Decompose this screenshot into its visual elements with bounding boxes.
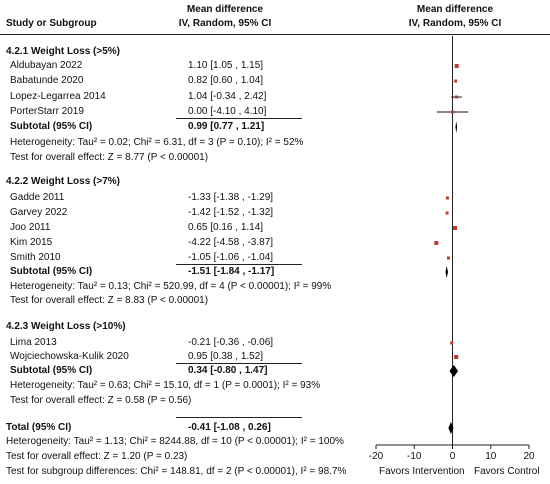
study-ci: 0.65 [0.16 , 1.14]: [188, 222, 264, 233]
study-ci: -4.22 [-4.58 , -3.87]: [188, 237, 274, 248]
x-axis-tick-label: -20: [369, 451, 384, 462]
study-ci: -1.42 [-1.52 , -1.32]: [188, 207, 274, 218]
study-name: Smith 2010: [10, 252, 61, 263]
heterogeneity-text: Heterogeneity: Tau² = 0.13; Chi² = 520.9…: [10, 281, 332, 292]
study-name: Aldubayan 2022: [10, 60, 83, 71]
study-point-marker: [445, 196, 449, 200]
study-ci: 0.95 [0.38 , 1.52]: [188, 351, 264, 362]
study-ci: 1.10 [1.05 , 1.15]: [188, 60, 264, 71]
total-rule: [176, 417, 302, 418]
study-name: Joo 2011: [10, 222, 51, 233]
subtotal-rule: [176, 264, 302, 265]
study-point-marker: [446, 256, 450, 260]
subtotal-diamond: [449, 365, 459, 377]
group-title: 4.2.3 Weight Loss (>10%): [6, 321, 126, 332]
study-name: Wojciechowska-Kulik 2020: [10, 351, 129, 362]
study-ci: -1.33 [-1.38 , -1.29]: [188, 192, 274, 203]
group-title: 4.2.1 Weight Loss (>5%): [6, 46, 121, 57]
study-name: Lima 2013: [10, 337, 57, 348]
overall-effect-text: Test for overall effect: Z = 8.77 (P < 0…: [10, 152, 209, 163]
study-point-marker: [450, 341, 454, 345]
study-name: Lopez-Legarrea 2014: [10, 91, 106, 102]
overall-effect-text: Test for overall effect: Z = 0.58 (P = 0…: [10, 395, 192, 406]
favors-intervention-label: Favors Intervention: [379, 466, 465, 477]
subgroup-differences-text: Test for subgroup differences: Chi² = 14…: [6, 466, 347, 477]
study-point-marker: [454, 79, 458, 83]
study-point-marker: [451, 110, 454, 114]
subtotal-rule: [176, 118, 302, 119]
subtotal-ci: 0.34 [-0.80 , 1.47]: [188, 365, 268, 376]
subtotal-label: Subtotal (95% CI): [10, 121, 93, 132]
favors-control-label: Favors Control: [474, 466, 540, 477]
study-point-marker: [434, 241, 439, 245]
header-rule: [0, 34, 550, 35]
total-overall-effect-text: Test for overall effect: Z = 1.20 (P = 0…: [6, 451, 188, 462]
subtotal-ci: -1.51 [-1.84 , -1.17]: [188, 266, 275, 277]
md-column-title: Mean difference: [186, 4, 264, 15]
study-ci: 0.82 [0.60 , 1.04]: [188, 75, 264, 86]
study-name: Garvey 2022: [10, 207, 68, 218]
study-name: PorterStarr 2019: [10, 106, 84, 117]
study-point-marker: [454, 95, 458, 99]
study-name: Gadde 2011: [10, 192, 65, 203]
study-point-marker: [454, 355, 459, 359]
total-ci: -0.41 [-1.08 , 0.26]: [188, 422, 271, 433]
total-heterogeneity-text: Heterogeneity: Tau² = 1.13; Chi² = 8244.…: [6, 436, 344, 447]
x-axis-tick-label: 20: [523, 451, 535, 462]
subtotal-ci: 0.99 [0.77 , 1.21]: [188, 121, 265, 132]
x-axis-tick-label: 0: [450, 451, 456, 462]
subtotal-diamond: [455, 121, 458, 133]
plot-column-method: IV, Random, 95% CI: [408, 18, 502, 29]
subtotal-diamond: [445, 266, 449, 278]
x-axis-tick-label: -10: [407, 451, 422, 462]
md-column-method: IV, Random, 95% CI: [178, 18, 272, 29]
subtotal-label: Subtotal (95% CI): [10, 266, 93, 277]
study-point-marker: [454, 64, 459, 68]
heterogeneity-text: Heterogeneity: Tau² = 0.02; Chi² = 6.31,…: [10, 137, 304, 148]
study-name: Babatunde 2020: [10, 75, 84, 86]
total-label: Total (95% CI): [6, 422, 72, 433]
study-ci: -0.21 [-0.36 , -0.06]: [188, 337, 274, 348]
study-ci: -1.05 [-1.06 , -1.04]: [188, 252, 274, 263]
study-point-marker: [452, 226, 457, 230]
heterogeneity-text: Heterogeneity: Tau² = 0.63; Chi² = 15.10…: [10, 380, 321, 391]
subtotal-label: Subtotal (95% CI): [10, 365, 93, 376]
plot-column-title: Mean difference: [416, 4, 494, 15]
overall-effect-text: Test for overall effect: Z = 8.83 (P < 0…: [10, 295, 209, 306]
study-point-marker: [445, 211, 449, 215]
x-axis-tick-label: 10: [485, 451, 497, 462]
study-ci: 0.00 [-4.10 , 4.10]: [188, 106, 267, 117]
total-diamond: [448, 422, 454, 434]
group-title: 4.2.2 Weight Loss (>7%): [6, 176, 121, 187]
study-ci: 1.04 [-0.34 , 2.42]: [188, 91, 267, 102]
study-name: Kim 2015: [10, 237, 53, 248]
subtotal-rule: [176, 363, 302, 364]
study-column-header: Study or Subgroup: [6, 18, 97, 29]
